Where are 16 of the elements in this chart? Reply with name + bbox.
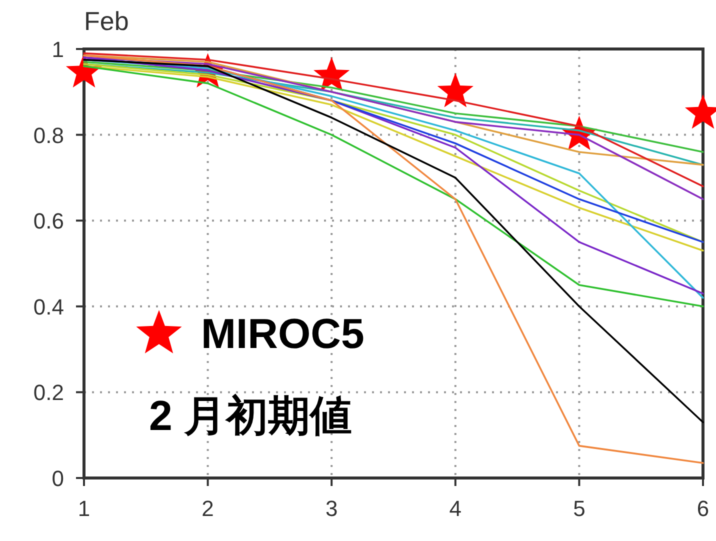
point [437,72,474,108]
y-tick-label: 0.8 [33,122,64,148]
y-tick-label: 0 [52,466,64,491]
chart-title: Feb [84,6,129,36]
x-tick-label: 3 [325,496,338,521]
x-tick-label: 2 [202,496,214,521]
annotation: 2 月初期値 [149,392,352,439]
legend-label: MIROC5 [201,310,364,357]
y-tick-label: 0.6 [33,208,64,234]
y-tick-label: 0.4 [33,294,64,320]
x-tick-label: 5 [573,496,586,521]
x-tick-label: 6 [696,496,710,521]
y-tick-label: 1 [52,37,64,62]
y-tick-label: 0.2 [33,380,64,406]
x-tick-label: 1 [78,496,90,521]
x-tick-label: 4 [449,496,462,521]
